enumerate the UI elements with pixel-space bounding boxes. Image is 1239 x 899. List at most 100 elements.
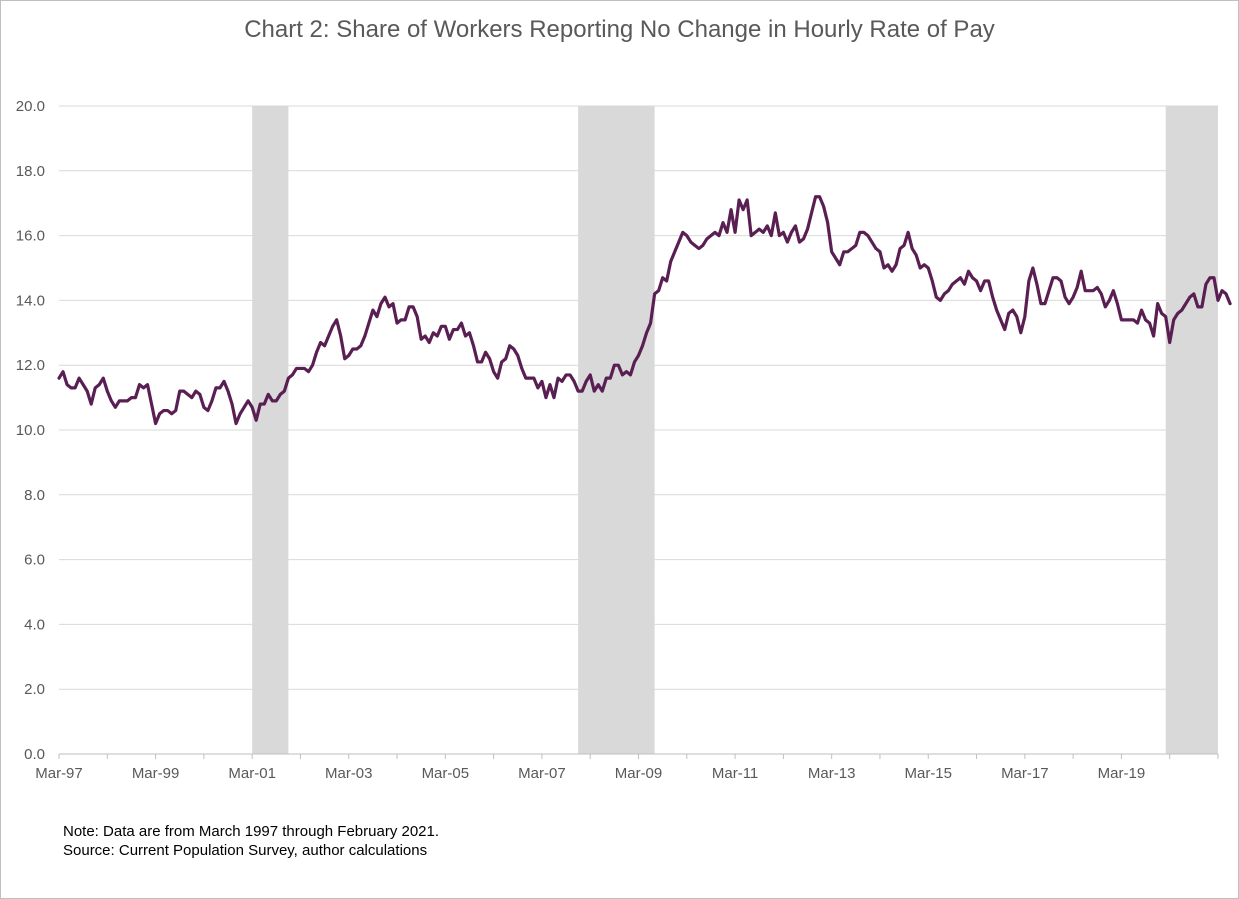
data-point <box>557 377 559 379</box>
data-point <box>1197 306 1199 308</box>
data-point <box>549 383 551 386</box>
data-point <box>1116 302 1119 305</box>
data-point <box>1044 302 1046 305</box>
data-point <box>102 377 105 379</box>
x-tick-label: Mar-05 <box>422 765 470 782</box>
data-point <box>1189 296 1191 298</box>
data-point <box>1084 289 1086 292</box>
data-point <box>645 332 648 334</box>
y-tick-label: 0.0 <box>24 746 45 763</box>
y-tick-label: 16.0 <box>16 228 45 245</box>
data-point <box>476 361 479 363</box>
data-point <box>492 370 495 373</box>
data-point <box>995 309 998 311</box>
x-tick-label: Mar-97 <box>35 765 83 782</box>
data-point <box>718 234 720 237</box>
data-point <box>903 244 905 247</box>
data-point <box>601 390 604 392</box>
data-point <box>1068 302 1070 305</box>
data-point <box>1112 289 1115 292</box>
data-point <box>195 390 197 392</box>
data-point <box>311 364 314 367</box>
data-point <box>146 383 149 386</box>
data-point <box>999 319 1002 321</box>
data-point <box>573 380 575 383</box>
y-tick-label: 4.0 <box>24 616 45 633</box>
y-tick-label: 10.0 <box>16 422 45 439</box>
data-point <box>669 260 672 263</box>
data-point <box>657 289 660 292</box>
data-point <box>971 276 974 279</box>
data-point <box>798 241 801 243</box>
data-point <box>911 247 913 250</box>
y-tick-label: 14.0 <box>16 292 45 309</box>
data-point <box>488 357 491 360</box>
data-point <box>1060 280 1062 282</box>
data-point <box>871 241 873 243</box>
data-point <box>867 234 869 237</box>
data-point <box>979 289 982 292</box>
data-point <box>303 367 306 370</box>
data-point <box>935 296 938 298</box>
data-point <box>677 241 680 243</box>
data-point <box>883 267 885 269</box>
data-point <box>774 212 777 214</box>
x-tick-label: Mar-01 <box>228 765 276 782</box>
data-point <box>770 234 773 237</box>
data-point <box>134 396 137 399</box>
data-point <box>673 251 676 253</box>
data-point <box>428 341 431 344</box>
data-point <box>82 383 84 386</box>
data-point <box>838 263 841 266</box>
data-point <box>331 325 334 328</box>
data-point <box>207 409 209 412</box>
data-point <box>66 383 68 386</box>
data-point <box>291 374 294 376</box>
data-point <box>617 364 620 367</box>
data-point <box>215 387 217 389</box>
data-point <box>1028 280 1030 282</box>
data-point <box>694 244 696 247</box>
gridlines <box>59 105 1218 690</box>
data-point <box>685 234 688 237</box>
data-point <box>1052 276 1054 279</box>
data-point <box>1024 315 1026 318</box>
x-tick-label: Mar-03 <box>325 765 373 782</box>
data-point <box>1217 299 1219 302</box>
data-point <box>339 335 342 337</box>
data-point <box>231 403 233 405</box>
data-point <box>319 341 322 344</box>
source-text: Source: Current Population Survey, autho… <box>63 842 428 859</box>
data-point <box>267 393 270 396</box>
data-point <box>114 406 117 409</box>
data-point <box>162 409 165 412</box>
data-point <box>762 231 765 234</box>
data-point <box>1201 306 1203 308</box>
data-point <box>327 335 330 337</box>
note-text: Note: Data are from March 1997 through F… <box>63 823 440 840</box>
data-point <box>1080 270 1082 273</box>
data-point <box>364 335 366 337</box>
x-tick-label: Mar-13 <box>808 765 856 782</box>
x-tick-label: Mar-19 <box>1098 765 1146 782</box>
y-tick-label: 20.0 <box>16 98 45 115</box>
data-point <box>1140 309 1143 311</box>
data-point <box>496 377 499 379</box>
data-point <box>416 315 418 318</box>
data-point <box>106 390 109 392</box>
data-point <box>444 325 447 328</box>
data-point <box>633 361 636 363</box>
data-point <box>907 231 909 234</box>
data-point <box>315 351 318 354</box>
axes: 0.0 2.0 4.0 6.0 8.0 10.0 12.0 14.0 16.0 18.0 20.0 M… <box>16 98 1219 782</box>
data-point <box>1152 335 1155 337</box>
data-point <box>239 413 241 415</box>
data-point <box>343 357 346 360</box>
data-point <box>351 348 354 350</box>
data-point <box>186 393 189 396</box>
data-point <box>1185 302 1187 305</box>
data-point <box>822 205 825 208</box>
data-point <box>525 377 527 379</box>
x-tick-label: Mar-99 <box>132 765 180 782</box>
data-point <box>581 390 583 392</box>
